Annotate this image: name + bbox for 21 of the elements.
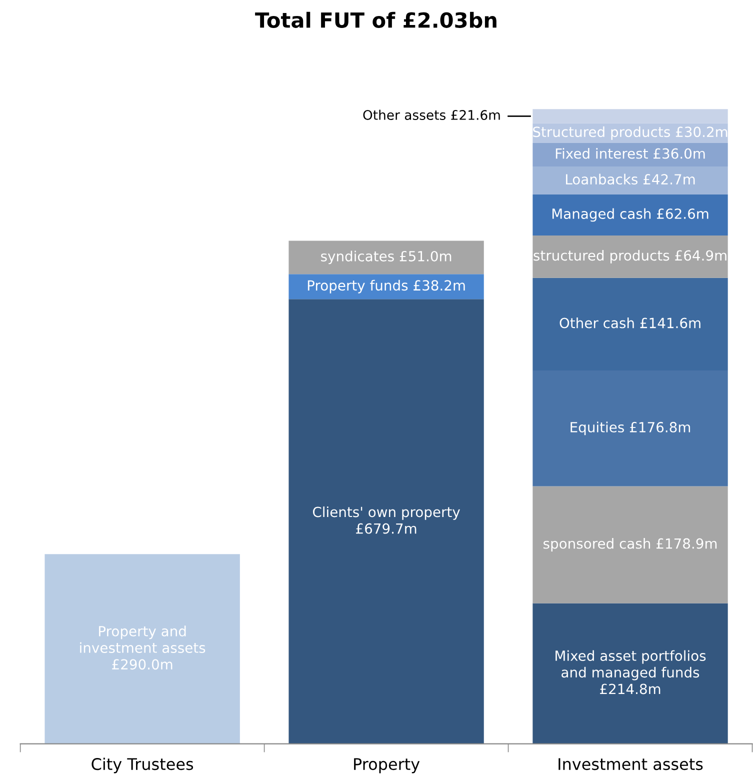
x-tick-label: Property	[354, 758, 420, 774]
text: Fixed interest £36.0m	[556, 148, 705, 159]
x-tick-label: City Trustees	[92, 758, 194, 774]
data-label: £290.0m	[112, 659, 172, 670]
text: Other cash £141.6m	[560, 318, 700, 328]
series-label: Clients' own property	[312, 506, 460, 520]
text: structured products £64.9m	[534, 250, 726, 264]
text: Managed cash £62.6m	[552, 208, 708, 222]
series-label: Mixed asset portfolios and managed funds	[556, 650, 706, 680]
text: Property funds £38.2m	[308, 280, 465, 294]
text: Other assets £21.6m	[363, 110, 500, 120]
x-tick-label: Investment assets	[558, 758, 703, 770]
text: sponsored cash £178.9m	[544, 538, 717, 552]
text: Structured products £30.2m	[533, 126, 728, 140]
text: Loanbacks £42.7m	[566, 174, 695, 185]
text: syndicates £51.0m	[321, 250, 452, 264]
series-label: Property and investment assets	[80, 626, 206, 654]
data-label: £679.7m	[356, 523, 416, 534]
text: Equities £176.8m	[570, 422, 690, 436]
chart-title: Total FUT of £2.03bn	[255, 12, 496, 28]
data-label: £214.8m	[600, 684, 660, 694]
